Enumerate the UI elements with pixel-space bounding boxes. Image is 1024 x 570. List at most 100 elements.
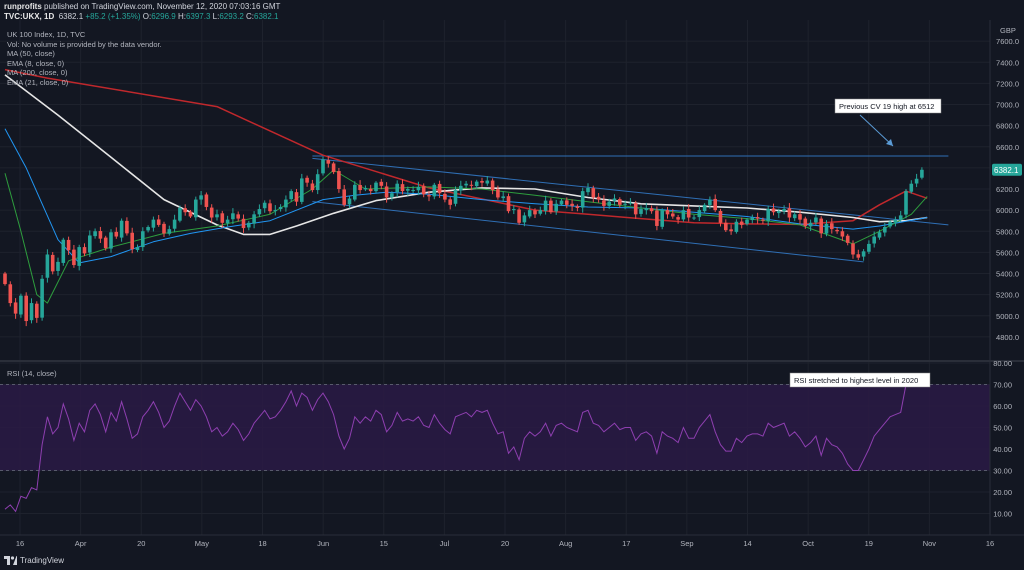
price-tick-label: 7600.0 bbox=[996, 37, 1019, 46]
candle-body bbox=[702, 204, 707, 212]
candle-body bbox=[130, 232, 134, 250]
candle-body bbox=[602, 200, 606, 206]
candle-body bbox=[867, 243, 871, 252]
time-tick-label: 18 bbox=[258, 539, 266, 548]
price-tick-label: 5800.0 bbox=[996, 227, 1019, 236]
candle-body bbox=[35, 303, 39, 318]
candle-body bbox=[268, 203, 272, 212]
candle-body bbox=[517, 209, 521, 223]
candle-body bbox=[596, 196, 601, 200]
candle-body bbox=[527, 210, 532, 217]
legend-title[interactable]: UK 100 Index, 1D, TVC bbox=[7, 30, 86, 39]
low-label: L: bbox=[212, 12, 220, 21]
candle-body bbox=[225, 219, 230, 224]
candle-body bbox=[824, 223, 829, 234]
time-tick-label: Nov bbox=[923, 539, 937, 548]
candle-body bbox=[718, 210, 723, 223]
price-tick-label: 7400.0 bbox=[996, 58, 1019, 67]
candle-body bbox=[321, 159, 325, 174]
price-tick-label: 7000.0 bbox=[996, 101, 1019, 110]
candle-body bbox=[686, 209, 691, 218]
candle-body bbox=[580, 191, 585, 208]
candle-body bbox=[61, 239, 66, 263]
candle-body bbox=[750, 217, 755, 221]
candle-body bbox=[586, 187, 590, 193]
time-tick-label: 20 bbox=[501, 539, 509, 548]
candle-body bbox=[273, 210, 278, 212]
candle-body bbox=[209, 207, 214, 218]
rsi-axis[interactable]: 10.00 20.00 30.00 40.00 50.00 60.00 70.00 80.00 bbox=[993, 359, 1012, 519]
candle-body bbox=[830, 223, 834, 230]
rsi-tick-label: 10.00 bbox=[993, 510, 1012, 519]
rsi-tick-label: 60.00 bbox=[993, 402, 1012, 411]
candle-body bbox=[8, 284, 13, 304]
candle-body bbox=[633, 203, 638, 215]
candle-body bbox=[66, 239, 71, 251]
candle-body bbox=[374, 182, 378, 192]
candle-body bbox=[379, 181, 384, 186]
candle-body bbox=[368, 188, 373, 192]
candle-body bbox=[893, 219, 898, 223]
candle-body bbox=[347, 198, 352, 205]
time-tick-label: 14 bbox=[743, 539, 751, 548]
candle-body bbox=[358, 184, 362, 191]
candle-body bbox=[485, 180, 490, 184]
candle-body bbox=[109, 232, 113, 249]
candle-body bbox=[353, 184, 357, 200]
candle-body bbox=[77, 247, 81, 266]
candle-body bbox=[411, 190, 415, 192]
legend-ma200[interactable]: MA (200, close, 0) bbox=[7, 68, 68, 78]
publisher-name[interactable]: runprofits bbox=[4, 2, 42, 11]
rsi-tick-label: 30.00 bbox=[993, 467, 1012, 476]
candle-body bbox=[787, 208, 792, 218]
candle-body bbox=[395, 183, 399, 193]
legend-ema8[interactable]: EMA (8, close, 0) bbox=[7, 58, 65, 68]
candle-body bbox=[400, 184, 405, 192]
rsi-legend[interactable]: RSI (14, close) bbox=[7, 369, 57, 378]
price-axis[interactable]: 4800.0 5000.0 5200.0 5400.0 5600.0 5800.0 6000… bbox=[989, 20, 1019, 535]
price-tick-label: 6800.0 bbox=[996, 122, 1019, 131]
candle-body bbox=[655, 210, 659, 226]
candle-body bbox=[872, 236, 876, 244]
candle-body bbox=[474, 181, 479, 187]
candle-body bbox=[162, 223, 166, 234]
rsi-tick-label: 20.00 bbox=[993, 488, 1012, 497]
candle-body bbox=[103, 237, 108, 249]
candle-body bbox=[326, 160, 331, 164]
candle-body bbox=[247, 222, 251, 228]
candle-body bbox=[45, 254, 50, 278]
rsi-annotation[interactable]: RSI stretched to highest level in 2020 bbox=[789, 372, 931, 388]
cv19-annotation[interactable]: Previous CV 19 high at 6512 bbox=[834, 98, 942, 147]
legend-ema21[interactable]: EMA (21, close, 0) bbox=[7, 77, 69, 87]
candle-body bbox=[713, 198, 717, 211]
candle-body bbox=[125, 220, 129, 234]
legend-ma50[interactable]: MA (50, close) bbox=[7, 49, 55, 59]
time-tick-label: May bbox=[195, 539, 209, 548]
indicator-legend: UK 100 Index, 1D, TVC Vol: No volume is … bbox=[7, 30, 162, 88]
candle-body bbox=[639, 209, 643, 214]
candle-body bbox=[771, 208, 776, 213]
footer-brand[interactable]: TradingView bbox=[4, 556, 64, 565]
candle-body bbox=[156, 219, 161, 225]
last-value: 6382.1 bbox=[58, 12, 84, 21]
candle-body bbox=[607, 201, 611, 206]
currency-label: GBP bbox=[1000, 26, 1016, 35]
candle-body bbox=[443, 193, 447, 200]
candle-body bbox=[575, 206, 580, 209]
candle-body bbox=[215, 214, 219, 218]
candle-body bbox=[363, 187, 368, 190]
time-axis[interactable]: 16 Apr 20 May 18 Jun 15 Jul 20 Aug 17 Sep 14 Oct 19 Nov… bbox=[0, 534, 1024, 548]
candle-body bbox=[13, 302, 18, 314]
time-tick-label: 19 bbox=[865, 539, 873, 548]
price-tick-label: 6600.0 bbox=[996, 143, 1019, 152]
candle-body bbox=[792, 214, 797, 219]
close-value: 6382.1 bbox=[254, 12, 279, 21]
legend-vol[interactable]: Vol: No volume is provided by the data v… bbox=[7, 39, 162, 49]
candle-body bbox=[845, 235, 850, 243]
candle-body bbox=[167, 229, 172, 234]
candle-body bbox=[257, 209, 262, 215]
candle-body bbox=[151, 219, 156, 228]
candle-body bbox=[649, 208, 654, 212]
footer-brand-text: TradingView bbox=[20, 556, 65, 565]
